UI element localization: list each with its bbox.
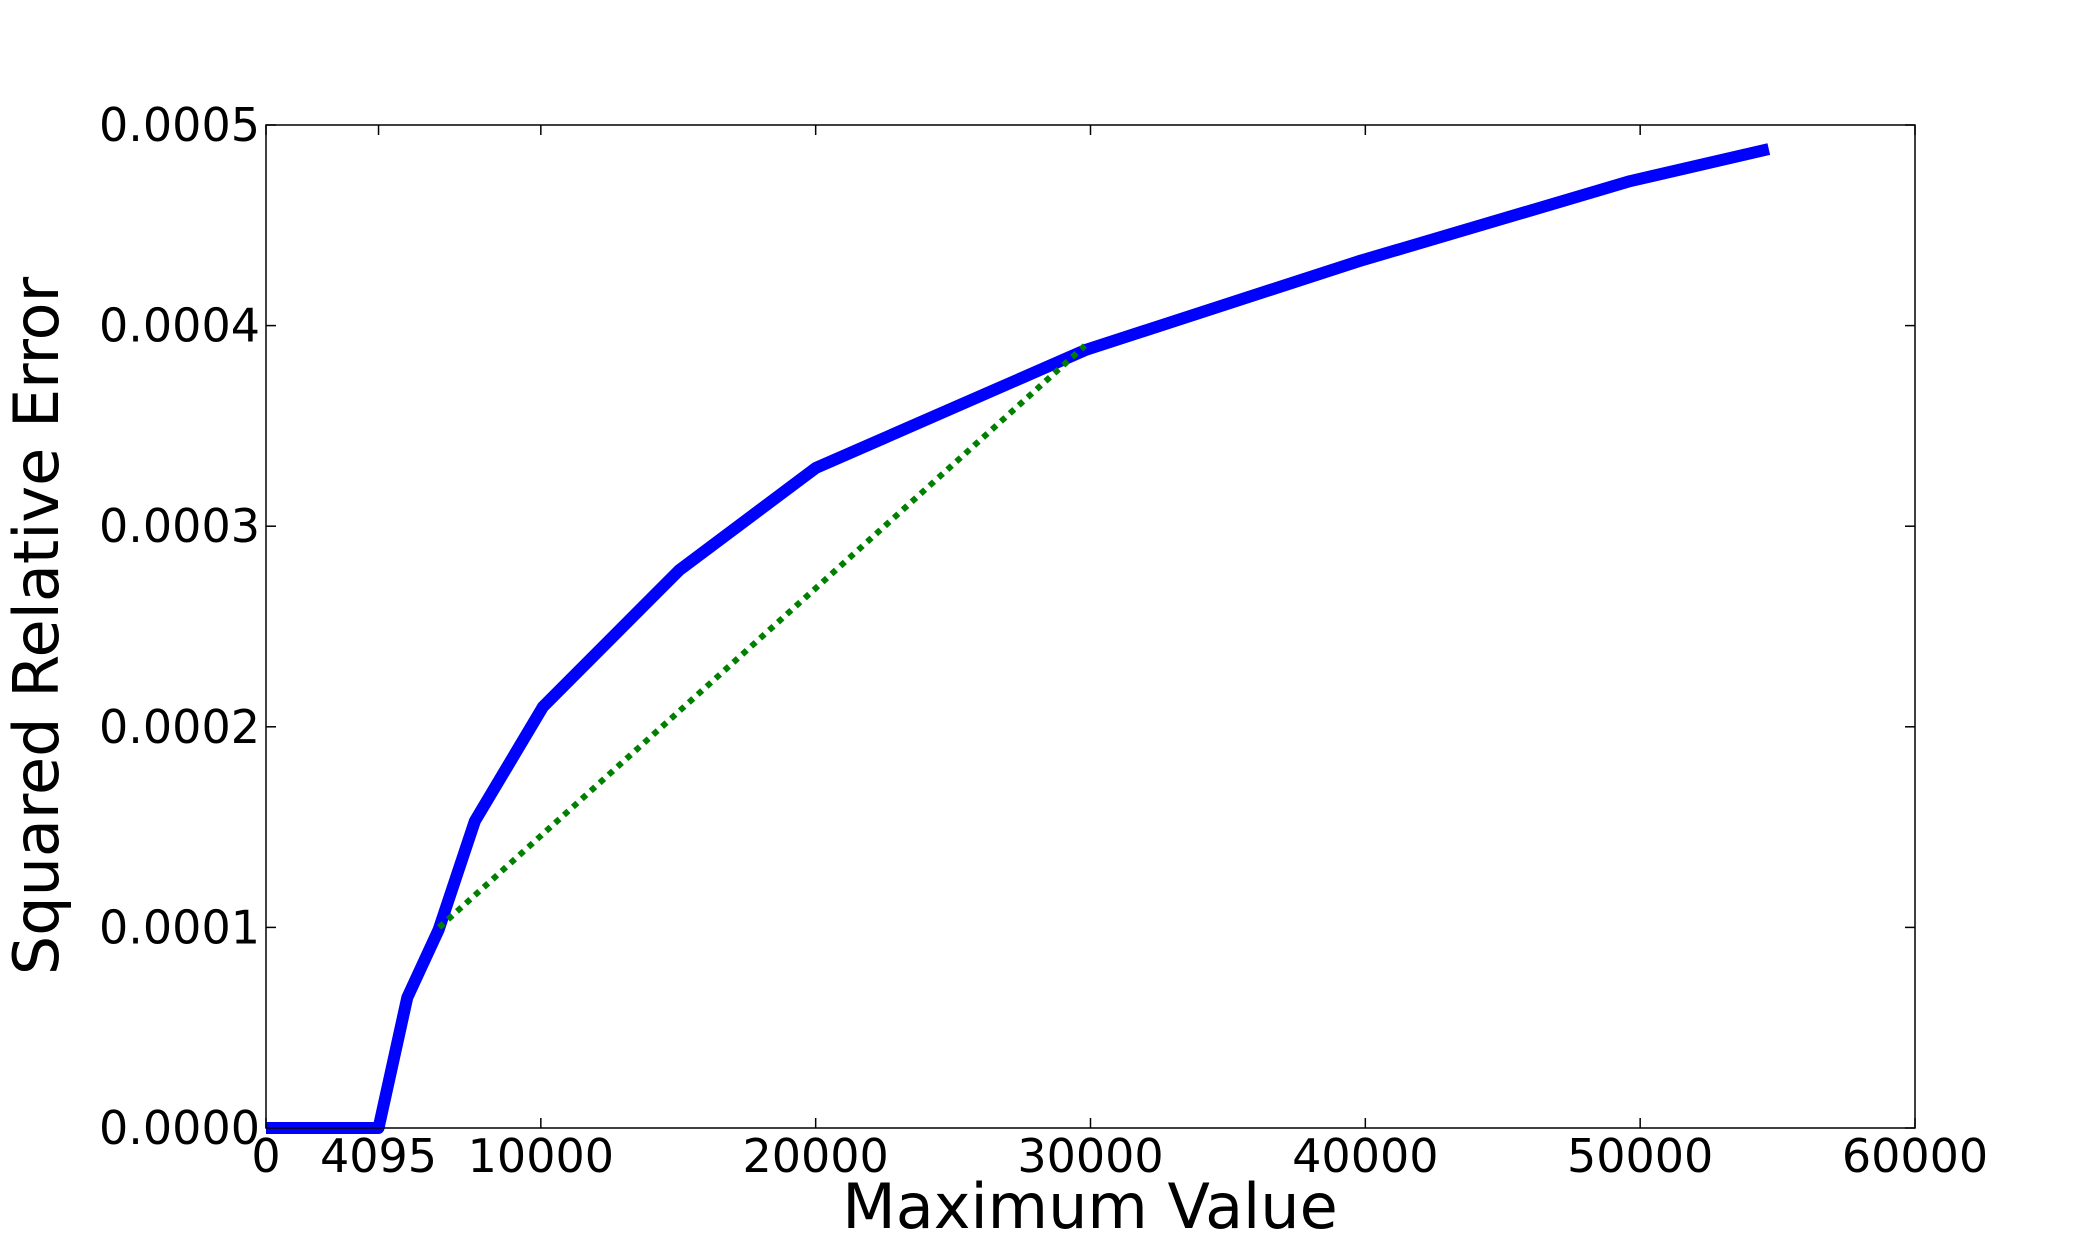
- x-tick-label: 40000: [1292, 1129, 1438, 1183]
- x-tick-label: 10000: [468, 1129, 614, 1183]
- data-line: [266, 143, 1771, 1134]
- x-tick-label: 30000: [1017, 1129, 1163, 1183]
- x-tick-label: 20000: [742, 1129, 888, 1183]
- plot-frame: [265, 124, 1916, 1129]
- data-line: [437, 343, 1088, 930]
- x-axis-label: Maximum Value: [842, 1170, 1337, 1240]
- x-tick-label: 60000: [1842, 1129, 1988, 1183]
- y-tick-label: 0.0003: [99, 499, 260, 553]
- x-tick-label: 0: [251, 1129, 280, 1183]
- y-tick-label: 0.0002: [99, 700, 260, 754]
- y-tick-label: 0.0000: [99, 1101, 260, 1155]
- y-tick-label: 0.0005: [99, 98, 260, 152]
- x-tick-label: 50000: [1567, 1129, 1713, 1183]
- y-tick-label: 0.0001: [99, 900, 260, 954]
- x-tick-label: 4095: [320, 1129, 437, 1183]
- y-tick-label: 0.0004: [99, 299, 260, 353]
- y-axis-label: Squared Relative Error: [0, 276, 73, 975]
